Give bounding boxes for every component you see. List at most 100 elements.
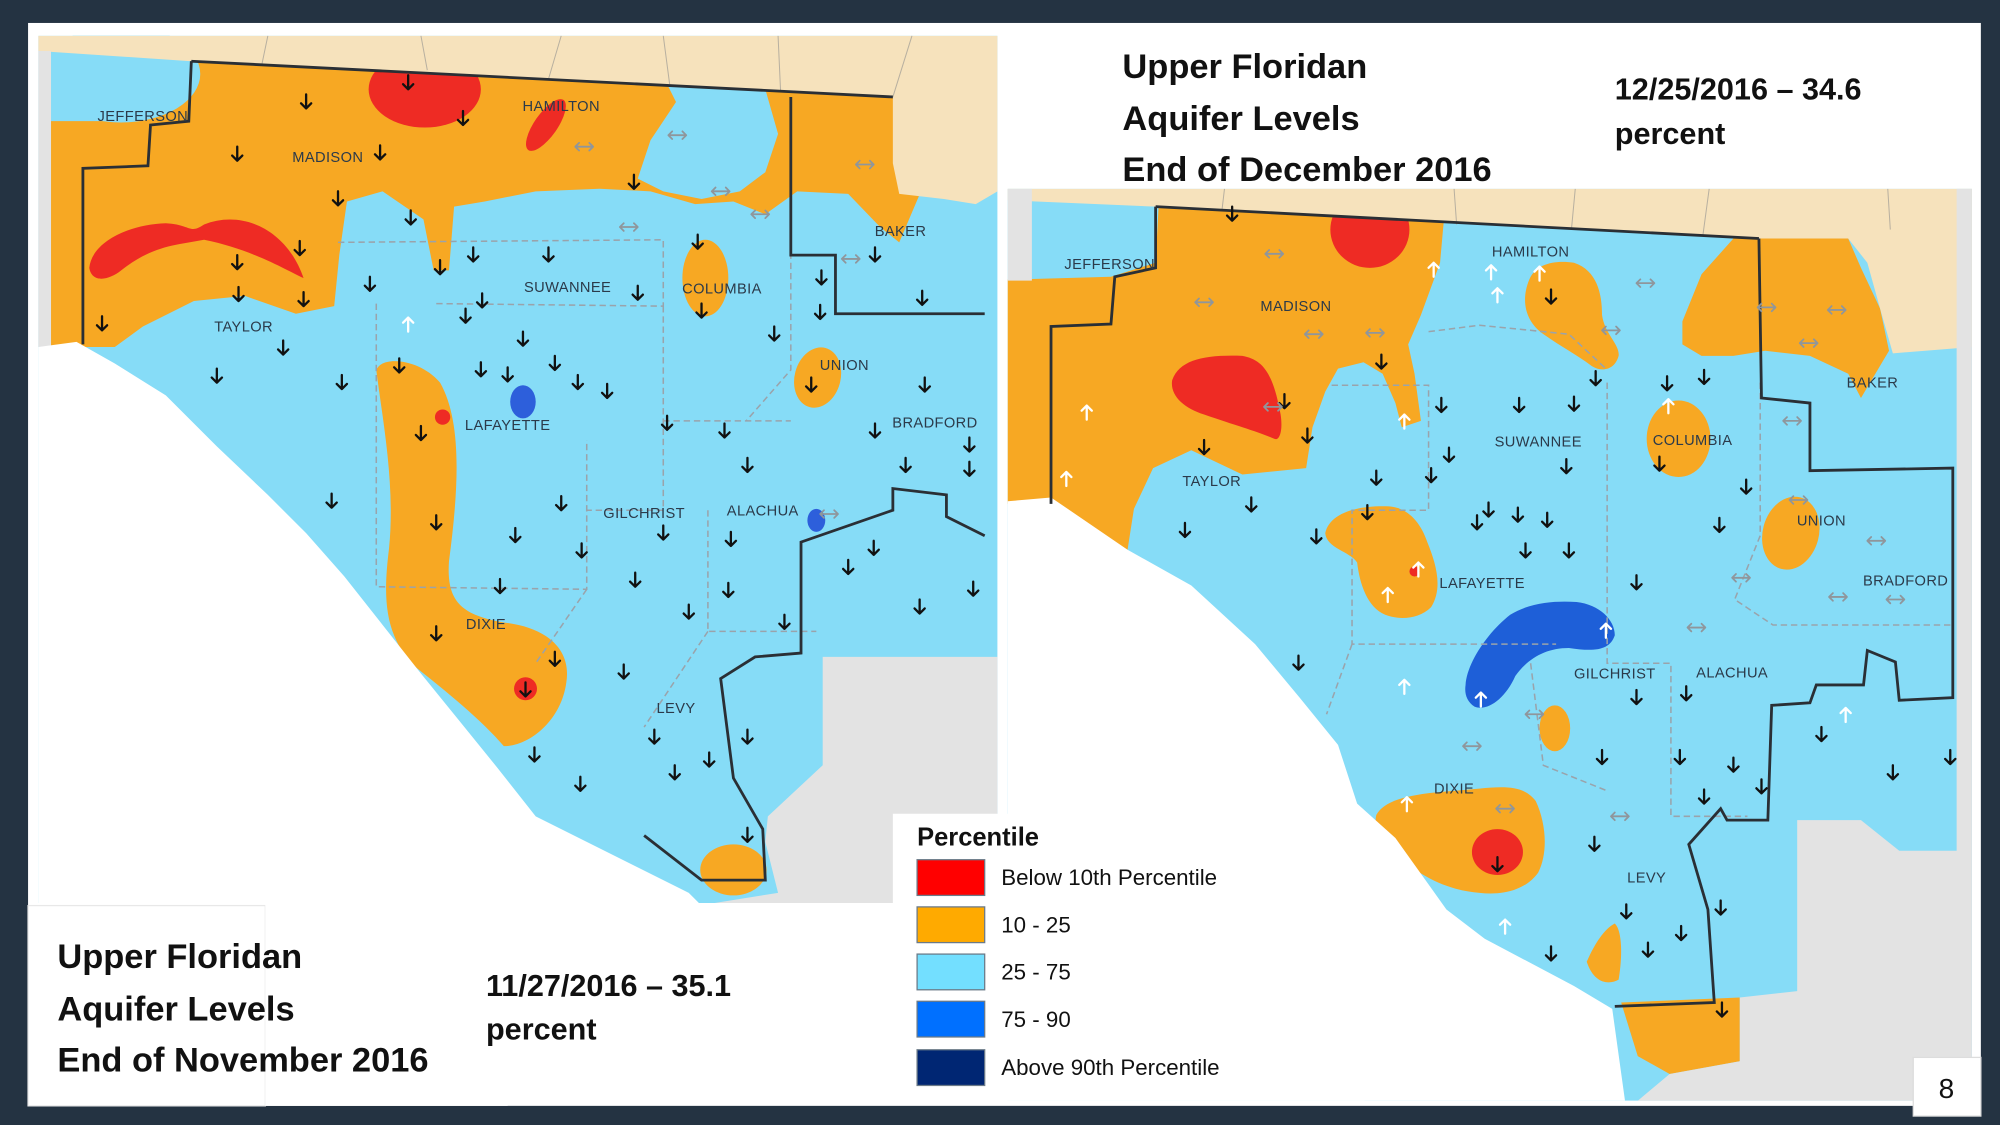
zone-10-25-lafayette-dixie <box>376 361 568 747</box>
up-arrow-icon <box>1599 622 1613 639</box>
november-title-line-3: End of November 2016 <box>57 1041 428 1079</box>
down-arrow-icon <box>433 259 447 276</box>
down-arrow-icon <box>741 826 754 843</box>
down-arrow-icon <box>841 558 855 576</box>
no-change-arrow-icon <box>1798 338 1819 348</box>
legend-swatch <box>916 953 986 991</box>
georgia-land <box>1007 188 1972 354</box>
county-lines <box>1325 324 1953 818</box>
county-label: SUWANNEE <box>1495 434 1582 450</box>
legend: Percentile Below 10th Percentile 10 - 25 2… <box>892 813 1365 1101</box>
up-arrow-icon <box>1398 678 1411 696</box>
november-caption-box-ext <box>265 903 508 1106</box>
down-arrow-icon <box>695 302 708 319</box>
down-arrow-icon <box>1540 511 1554 528</box>
county-label: LAFAYETTE <box>1439 576 1524 592</box>
down-arrow-icon <box>331 190 345 207</box>
legend-label: 10 - 25 <box>1001 912 1070 937</box>
down-arrow-icon <box>276 339 290 356</box>
down-arrow-icon <box>767 325 781 342</box>
legend-swatch <box>916 1049 986 1087</box>
december-title-line-3: End of December 2016 <box>1122 151 1491 189</box>
down-arrow-icon <box>516 330 530 347</box>
legend-title: Percentile <box>917 824 1039 852</box>
down-arrow-icon <box>1630 688 1643 706</box>
december-date-value: 12/25/2016 – 34.6 <box>1615 72 1862 106</box>
zone-below-10-lafayette <box>1409 566 1420 577</box>
western-land <box>1007 188 1032 281</box>
down-arrow-icon <box>210 367 224 384</box>
zone-below-10-taylor <box>89 219 304 279</box>
down-arrow-icon <box>392 357 406 374</box>
down-arrow-icon <box>1361 503 1374 521</box>
down-arrow-icon <box>1589 370 1602 387</box>
no-change-arrow-icon <box>1826 305 1847 315</box>
county-label: LAFAYETTE <box>465 418 550 434</box>
county-label: BRADFORD <box>892 415 977 431</box>
no-change-arrow-icon <box>1495 803 1515 814</box>
down-arrow-icon <box>474 361 488 378</box>
gulf-of-mexico <box>38 341 699 904</box>
down-arrow-icon <box>1679 685 1693 702</box>
november-date-unit: percent <box>486 1013 597 1047</box>
zone-10-25-columbia <box>1646 400 1711 478</box>
no-change-arrow-icon <box>1885 594 1906 605</box>
down-arrow-icon <box>617 663 630 680</box>
no-change-arrow-icon <box>854 159 875 170</box>
down-arrow-icon <box>466 246 480 263</box>
down-arrow-icon <box>804 376 818 393</box>
legend-swatch <box>916 906 986 944</box>
county-label: SUWANNEE <box>524 280 611 296</box>
down-arrow-icon <box>1588 835 1601 852</box>
down-arrow-icon <box>868 422 882 439</box>
down-arrow-icon <box>1886 764 1900 781</box>
zone-10-25-lafayette <box>1325 506 1438 618</box>
november-county-labels: JEFFERSON MADISON HAMILTON BAKER TAYLOR … <box>98 99 978 717</box>
down-arrow-icon <box>1375 353 1388 370</box>
county-label: GILCHRIST <box>603 506 685 522</box>
zone-10-25-gilchrist <box>1539 705 1571 752</box>
county-label: UNION <box>1797 514 1846 530</box>
county-label: JEFFERSON <box>1064 257 1155 273</box>
down-arrow-icon <box>575 542 588 559</box>
down-arrow-icon <box>1944 748 1957 766</box>
zone-10-25-northeast <box>1682 238 1890 398</box>
no-change-arrow-icon <box>1731 573 1751 583</box>
no-change-arrow-icon <box>1788 495 1809 505</box>
county-label: COLUMBIA <box>682 281 762 297</box>
no-change-arrow-icon <box>710 186 731 197</box>
no-change-arrow-icon <box>667 130 688 140</box>
down-arrow-icon <box>528 746 541 763</box>
down-arrow-icon <box>778 613 791 630</box>
no-change-arrow-icon <box>819 509 839 519</box>
up-arrow-icon <box>1839 706 1852 724</box>
down-arrow-icon <box>1544 945 1558 962</box>
county-label: JEFFERSON <box>98 109 189 125</box>
down-arrow-icon <box>1674 924 1688 942</box>
down-arrow-icon <box>724 530 738 548</box>
down-arrow-icon <box>325 492 338 509</box>
down-arrow-icon <box>668 764 681 781</box>
down-arrow-icon <box>574 775 587 792</box>
zone-below-10-taylor <box>1171 355 1282 440</box>
down-arrow-icon <box>1197 438 1211 456</box>
county-label: DIXIE <box>1434 781 1474 797</box>
county-label: ALACHUA <box>1696 665 1768 681</box>
up-arrow-icon <box>1381 586 1395 604</box>
down-arrow-icon <box>1245 496 1258 513</box>
down-arrow-icon <box>548 354 562 372</box>
county-label: MADISON <box>292 150 363 166</box>
down-arrow-icon <box>1482 501 1495 518</box>
down-arrow-icon <box>1713 516 1726 534</box>
zone-below-10-dixie <box>1471 829 1523 875</box>
up-arrow-icon <box>1080 404 1093 421</box>
november-date-value: 11/27/2016 – 35.1 <box>486 969 731 1003</box>
county-label: UNION <box>820 358 869 374</box>
down-arrow-icon <box>1697 368 1711 386</box>
down-arrow-icon <box>548 650 562 667</box>
down-arrow-icon <box>1714 899 1727 916</box>
november-title-line-1: Upper Floridan <box>57 938 302 976</box>
down-arrow-icon <box>571 373 585 391</box>
down-arrow-icon <box>1435 396 1448 414</box>
zone-10-25-levy <box>700 844 767 896</box>
